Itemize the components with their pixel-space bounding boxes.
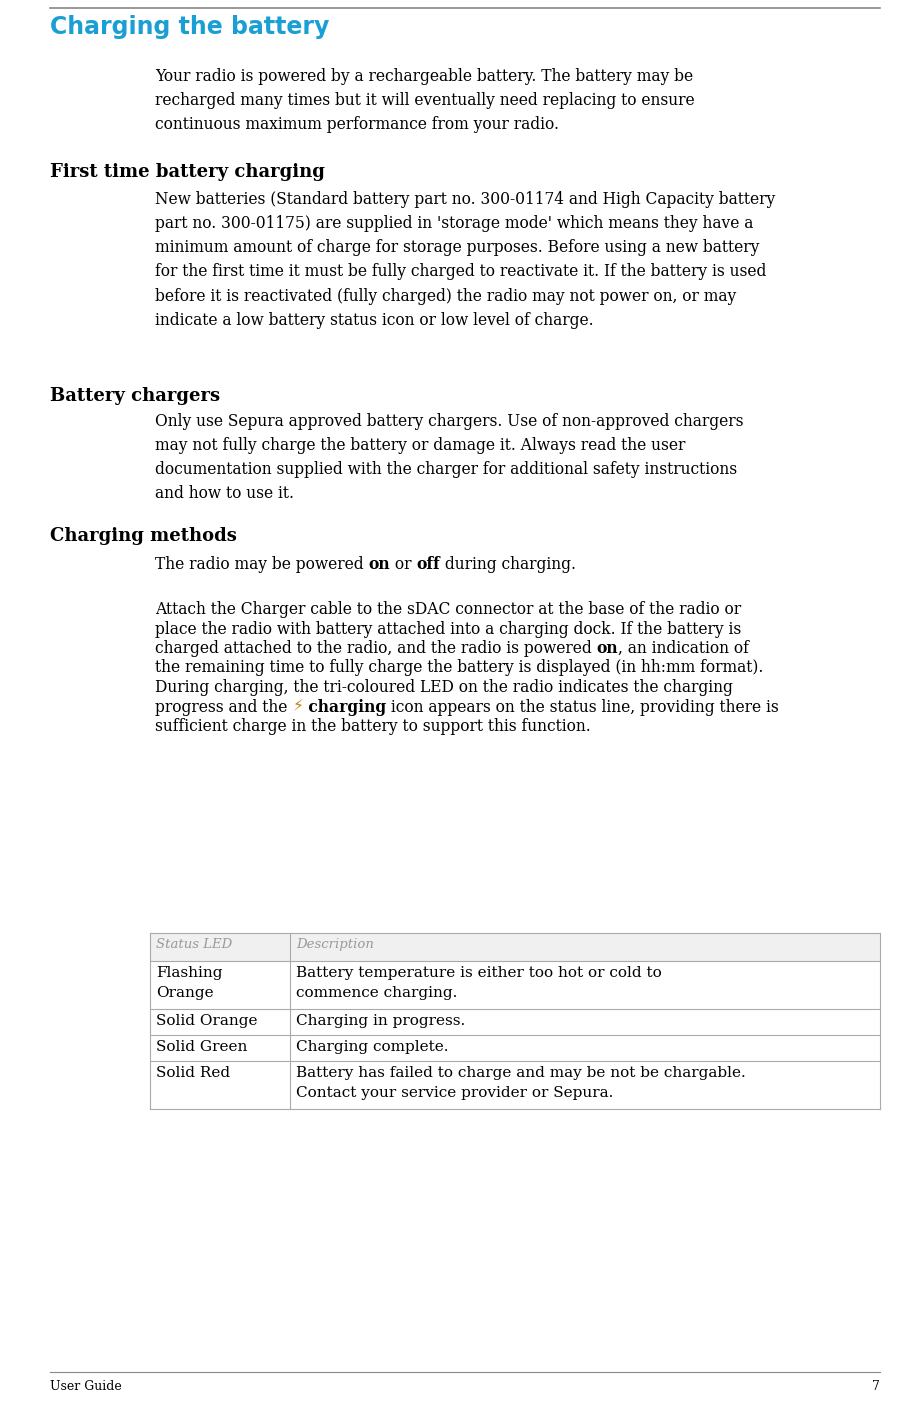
Text: sufficient charge in the battery to support this function.: sufficient charge in the battery to supp… (155, 718, 591, 735)
Text: Solid Red: Solid Red (156, 1066, 230, 1080)
Text: charged attached to the radio, and the radio is powered: charged attached to the radio, and the r… (155, 641, 597, 658)
Text: charging: charging (304, 698, 386, 715)
Text: 7: 7 (872, 1380, 880, 1392)
Text: during charging.: during charging. (440, 556, 576, 573)
Text: Charging the battery: Charging the battery (50, 15, 329, 39)
Text: Solid Green: Solid Green (156, 1040, 248, 1054)
Text: on: on (597, 641, 618, 658)
Text: Your radio is powered by a rechargeable battery. The battery may be
recharged ma: Your radio is powered by a rechargeable … (155, 67, 694, 133)
Bar (150, 933, 880, 961)
Text: The radio may be powered: The radio may be powered (155, 556, 369, 573)
Text: Charging methods: Charging methods (50, 527, 237, 545)
Text: Battery chargers: Battery chargers (50, 386, 220, 405)
Text: , an indication of: , an indication of (618, 641, 749, 658)
Text: Description: Description (296, 939, 374, 951)
Text: place the radio with battery attached into a charging dock. If the battery is: place the radio with battery attached in… (155, 621, 741, 638)
Text: progress and the: progress and the (155, 698, 293, 715)
Text: Solid Orange: Solid Orange (156, 1014, 258, 1028)
Text: Status LED: Status LED (156, 939, 232, 951)
Text: or: or (390, 556, 416, 573)
Text: Only use Sepura approved battery chargers. Use of non-approved chargers
may not : Only use Sepura approved battery charger… (155, 413, 744, 503)
Text: the remaining time to fully charge the battery is displayed (in hh:mm format).: the remaining time to fully charge the b… (155, 659, 763, 676)
Text: on: on (369, 556, 390, 573)
Text: User Guide: User Guide (50, 1380, 122, 1392)
Text: Charging in progress.: Charging in progress. (296, 1014, 465, 1028)
Text: During charging, the tri-coloured LED on the radio indicates the charging: During charging, the tri-coloured LED on… (155, 679, 733, 695)
Text: Battery has failed to charge and may be not be chargable.
Contact your service p: Battery has failed to charge and may be … (296, 1066, 746, 1100)
Text: First time battery charging: First time battery charging (50, 163, 325, 181)
Text: New batteries (Standard battery part no. 300-01174 and High Capacity battery
par: New batteries (Standard battery part no.… (155, 191, 775, 329)
Text: Attach the Charger cable to the sDAC connector at the base of the radio or: Attach the Charger cable to the sDAC con… (155, 601, 741, 618)
Text: ⚡: ⚡ (293, 698, 304, 714)
Text: icon appears on the status line, providing there is: icon appears on the status line, providi… (386, 698, 779, 715)
Text: Charging complete.: Charging complete. (296, 1040, 448, 1054)
Text: Battery temperature is either too hot or cold to
commence charging.: Battery temperature is either too hot or… (296, 967, 662, 999)
Text: Flashing
Orange: Flashing Orange (156, 967, 223, 999)
Text: off: off (416, 556, 440, 573)
